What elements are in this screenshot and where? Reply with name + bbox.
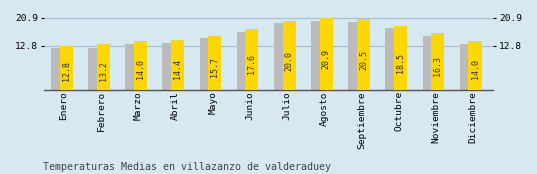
Bar: [282, 21, 295, 90]
Text: 14.0: 14.0: [136, 59, 145, 79]
Bar: [162, 43, 176, 90]
Bar: [349, 22, 361, 90]
Text: 15.7: 15.7: [211, 57, 219, 77]
Bar: [200, 38, 213, 90]
Bar: [386, 28, 398, 90]
Bar: [51, 48, 64, 90]
Bar: [394, 26, 407, 90]
Bar: [60, 46, 72, 90]
Bar: [274, 23, 287, 90]
Text: 20.0: 20.0: [285, 51, 294, 71]
Bar: [311, 21, 324, 90]
Bar: [171, 40, 184, 90]
Text: 17.6: 17.6: [248, 54, 256, 74]
Bar: [423, 36, 436, 90]
Text: Temperaturas Medias en villazanzo de valderaduey: Temperaturas Medias en villazanzo de val…: [43, 162, 331, 172]
Text: 20.5: 20.5: [359, 50, 368, 70]
Text: 16.3: 16.3: [433, 56, 442, 76]
Text: 14.4: 14.4: [173, 59, 182, 79]
Text: 14.0: 14.0: [470, 59, 480, 79]
Bar: [88, 48, 101, 90]
Bar: [237, 32, 250, 90]
Bar: [460, 44, 473, 90]
Bar: [134, 41, 147, 90]
Text: 13.2: 13.2: [99, 61, 108, 81]
Text: 20.9: 20.9: [322, 49, 331, 69]
Bar: [320, 18, 333, 90]
Bar: [357, 19, 370, 90]
Text: 12.8: 12.8: [62, 61, 70, 81]
Bar: [245, 29, 258, 90]
Text: 18.5: 18.5: [396, 53, 405, 73]
Bar: [125, 44, 138, 90]
Bar: [97, 44, 110, 90]
Bar: [431, 33, 444, 90]
Bar: [208, 35, 221, 90]
Bar: [468, 41, 482, 90]
